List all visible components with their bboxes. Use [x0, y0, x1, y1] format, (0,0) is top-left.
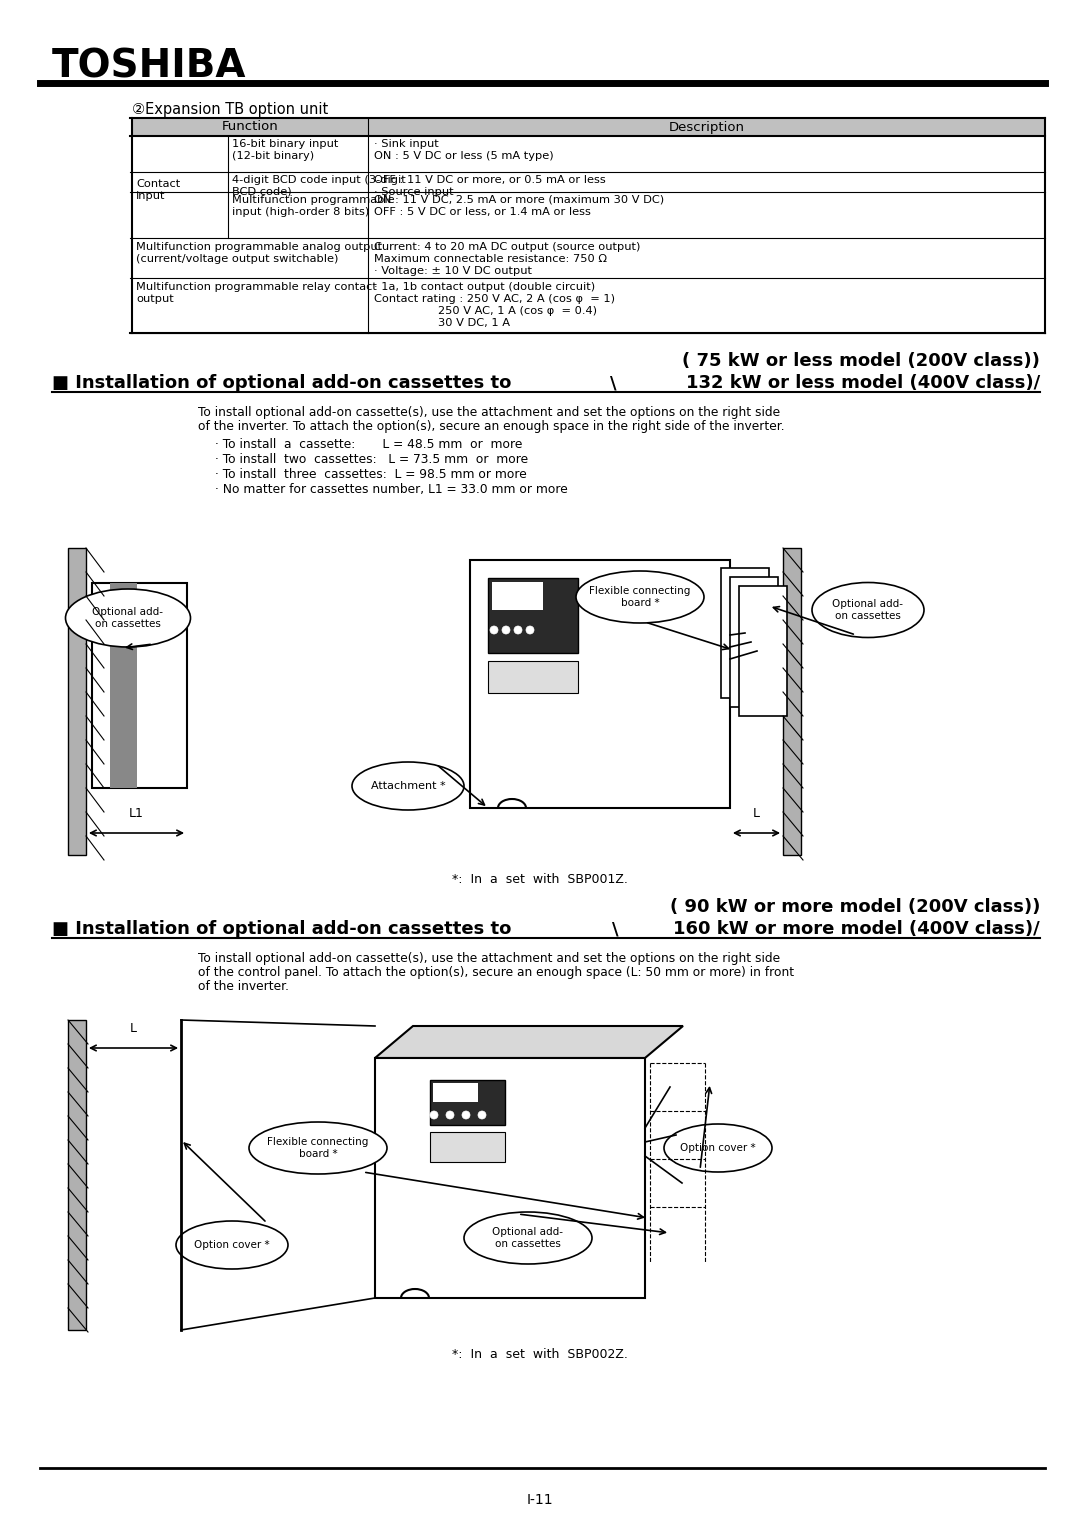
Text: ( 90 kW or more model (200V class)): ( 90 kW or more model (200V class)) [670, 898, 1040, 916]
Text: To install optional add-on cassette(s), use the attachment and set the options o: To install optional add-on cassette(s), … [198, 406, 780, 418]
Text: Current: 4 to 20 mA DC output (source output): Current: 4 to 20 mA DC output (source ou… [374, 241, 640, 252]
Text: 16-bit binary input: 16-bit binary input [232, 139, 338, 150]
Circle shape [462, 1112, 470, 1119]
Text: Description: Description [669, 121, 744, 133]
Polygon shape [92, 583, 187, 788]
Polygon shape [68, 1020, 86, 1330]
Text: · To install  a  cassette:       L = 48.5 mm  or  more: · To install a cassette: L = 48.5 mm or … [215, 438, 523, 450]
Text: of the inverter.: of the inverter. [198, 980, 289, 993]
Text: Optional add-
on cassettes: Optional add- on cassettes [492, 1228, 564, 1249]
Text: Flexible connecting
board *: Flexible connecting board * [590, 586, 691, 608]
Text: To install optional add-on cassette(s), use the attachment and set the options o: To install optional add-on cassette(s), … [198, 951, 780, 965]
Text: · Source input: · Source input [374, 186, 454, 197]
Circle shape [490, 626, 498, 634]
Text: ■ Installation of optional add-on cassettes to: ■ Installation of optional add-on casset… [52, 374, 511, 392]
Text: Multifunction programmable relay contact: Multifunction programmable relay contact [136, 282, 377, 292]
Polygon shape [375, 1026, 683, 1058]
Ellipse shape [576, 571, 704, 623]
Text: \: \ [610, 374, 617, 392]
Polygon shape [488, 579, 578, 654]
Polygon shape [132, 118, 1045, 136]
Text: OFF : 11 V DC or more, or 0.5 mA or less: OFF : 11 V DC or more, or 0.5 mA or less [374, 176, 606, 185]
Text: \: \ [612, 919, 619, 938]
Text: Contact
input: Contact input [136, 179, 180, 200]
Text: *:  In  a  set  with  SBP001Z.: *: In a set with SBP001Z. [453, 873, 627, 886]
Text: · Voltage: ± 10 V DC output: · Voltage: ± 10 V DC output [374, 266, 532, 276]
Text: L: L [753, 806, 760, 820]
Text: Option cover *: Option cover * [194, 1240, 270, 1251]
Circle shape [514, 626, 522, 634]
Polygon shape [375, 1058, 645, 1298]
Polygon shape [430, 1080, 505, 1125]
Circle shape [478, 1112, 486, 1119]
Text: output: output [136, 295, 174, 304]
Text: BCD code): BCD code) [232, 186, 292, 197]
Polygon shape [783, 548, 801, 855]
Polygon shape [470, 560, 730, 808]
Text: 4-digit BCD code input (3-digit: 4-digit BCD code input (3-digit [232, 176, 406, 185]
Polygon shape [730, 577, 778, 707]
Polygon shape [739, 586, 787, 716]
Text: Optional add-
on cassettes: Optional add- on cassettes [93, 608, 163, 629]
Text: Contact rating : 250 V AC, 2 A (cos φ  = 1): Contact rating : 250 V AC, 2 A (cos φ = … [374, 295, 615, 304]
Text: Option cover *: Option cover * [680, 1144, 756, 1153]
Text: ON : 11 V DC, 2.5 mA or more (maximum 30 V DC): ON : 11 V DC, 2.5 mA or more (maximum 30… [374, 195, 664, 205]
Circle shape [446, 1112, 454, 1119]
Text: Function: Function [221, 121, 279, 133]
Ellipse shape [176, 1222, 288, 1269]
Ellipse shape [812, 582, 924, 637]
Text: Multifunction programmable: Multifunction programmable [232, 195, 394, 205]
Text: · To install  three  cassettes:  L = 98.5 mm or more: · To install three cassettes: L = 98.5 m… [215, 467, 527, 481]
Text: of the inverter. To attach the option(s), secure an enough space in the right si: of the inverter. To attach the option(s)… [198, 420, 785, 434]
Text: (12-bit binary): (12-bit binary) [232, 151, 314, 160]
Polygon shape [433, 1083, 478, 1102]
Polygon shape [721, 568, 769, 698]
Text: OFF : 5 V DC or less, or 1.4 mA or less: OFF : 5 V DC or less, or 1.4 mA or less [374, 208, 591, 217]
Polygon shape [488, 661, 578, 693]
Text: Multifunction programmable analog output: Multifunction programmable analog output [136, 241, 382, 252]
Text: L: L [130, 1022, 136, 1035]
Text: ■ Installation of optional add-on cassettes to: ■ Installation of optional add-on casset… [52, 919, 511, 938]
Text: Maximum connectable resistance: 750 Ω: Maximum connectable resistance: 750 Ω [374, 253, 607, 264]
Text: of the control panel. To attach the option(s), secure an enough space (L: 50 mm : of the control panel. To attach the opti… [198, 967, 794, 979]
Text: · Sink input: · Sink input [374, 139, 438, 150]
Text: · To install  two  cassettes:   L = 73.5 mm  or  more: · To install two cassettes: L = 73.5 mm … [215, 454, 528, 466]
Text: 132 kW or less model (400V class)/: 132 kW or less model (400V class)/ [686, 374, 1040, 392]
Polygon shape [68, 548, 86, 855]
Text: ( 75 kW or less model (200V class)): ( 75 kW or less model (200V class)) [683, 353, 1040, 370]
Text: ②Expansion TB option unit: ②Expansion TB option unit [132, 102, 328, 118]
Text: TOSHIBA: TOSHIBA [52, 47, 246, 86]
Text: ON : 5 V DC or less (5 mA type): ON : 5 V DC or less (5 mA type) [374, 151, 554, 160]
Text: Optional add-
on cassettes: Optional add- on cassettes [833, 599, 904, 621]
Text: L1: L1 [130, 806, 144, 820]
Text: (current/voltage output switchable): (current/voltage output switchable) [136, 253, 338, 264]
Circle shape [502, 626, 510, 634]
Ellipse shape [464, 1212, 592, 1264]
Polygon shape [430, 1132, 505, 1162]
Text: 30 V DC, 1 A: 30 V DC, 1 A [438, 318, 510, 328]
Text: 250 V AC, 1 A (cos φ  = 0.4): 250 V AC, 1 A (cos φ = 0.4) [438, 305, 597, 316]
Ellipse shape [664, 1124, 772, 1173]
Polygon shape [110, 583, 137, 788]
Ellipse shape [352, 762, 464, 809]
Text: Flexible connecting
board *: Flexible connecting board * [268, 1138, 368, 1159]
Polygon shape [492, 582, 543, 609]
Ellipse shape [66, 589, 190, 647]
Text: I-11: I-11 [527, 1493, 553, 1507]
Text: Attachment *: Attachment * [370, 780, 445, 791]
Text: · 1a, 1b contact output (double circuit): · 1a, 1b contact output (double circuit) [374, 282, 595, 292]
Ellipse shape [249, 1122, 387, 1174]
Circle shape [526, 626, 534, 634]
Circle shape [430, 1112, 438, 1119]
Text: · No matter for cassettes number, L1 = 33.0 mm or more: · No matter for cassettes number, L1 = 3… [215, 483, 568, 496]
Text: 160 kW or more model (400V class)/: 160 kW or more model (400V class)/ [673, 919, 1040, 938]
Text: *:  In  a  set  with  SBP002Z.: *: In a set with SBP002Z. [453, 1348, 627, 1361]
Text: input (high-order 8 bits): input (high-order 8 bits) [232, 208, 369, 217]
